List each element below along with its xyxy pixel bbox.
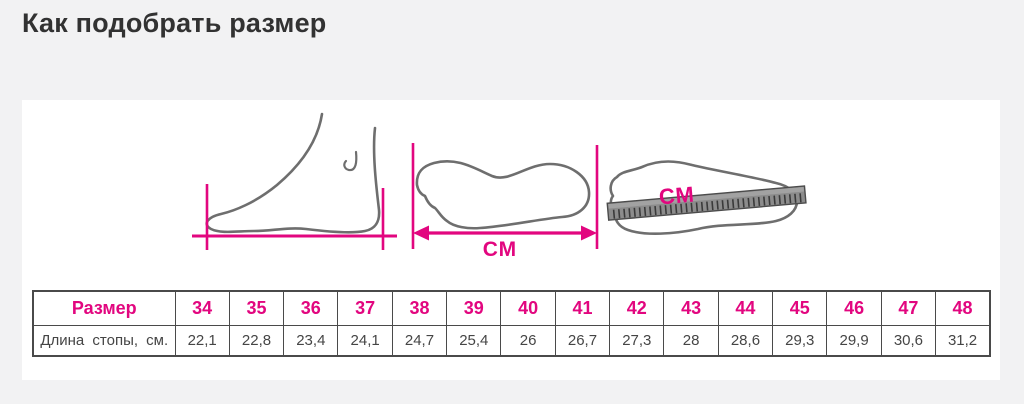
length-cell: 31,2 [935, 324, 991, 357]
length-cell: 22,8 [228, 324, 285, 357]
size-cell: 34 [174, 290, 230, 326]
size-cell: 43 [663, 290, 719, 326]
ankle-bone-mark-icon [343, 150, 358, 172]
length-cell: 23,4 [283, 324, 339, 357]
arrowhead-left-icon [413, 225, 429, 241]
length-cell: 28 [663, 324, 719, 357]
measurement-figures: СМ СМ [192, 112, 807, 261]
size-cell: 38 [391, 290, 448, 326]
size-cell: 44 [717, 290, 774, 326]
size-table: Размер 34 35 36 37 38 39 40 41 42 43 44 45 46 47 48 Дл… [32, 290, 991, 357]
length-cell: 26 [500, 324, 556, 357]
size-guide-card: СМ СМ Размер 34 35 36 37 38 39 40 41 42 43 44 45 46 4… [22, 100, 1000, 380]
size-cell: 39 [446, 290, 502, 326]
length-cell: 25,4 [446, 324, 502, 357]
length-cell: 24,1 [337, 324, 393, 357]
size-cell: 37 [337, 290, 393, 326]
size-row: Размер 34 35 36 37 38 39 40 41 42 43 44 45 46 47 48 [32, 290, 991, 326]
length-cell: 24,7 [391, 324, 448, 357]
size-cell: 45 [772, 290, 828, 326]
ruler-icon [606, 185, 807, 221]
footprint-arrow-figure: СМ [411, 143, 599, 261]
length-cell: 28,6 [717, 324, 774, 357]
size-cell: 48 [935, 290, 991, 326]
length-row: Длина стопы, см. 22,1 22,8 23,4 24,1 24,7 25,… [32, 324, 991, 357]
length-cell: 26,7 [554, 324, 611, 357]
length-row-header: Длина стопы, см. [32, 324, 176, 357]
page-title: Как подобрать размер [22, 8, 327, 38]
arrowhead-right-icon [581, 225, 597, 241]
size-cell: 40 [500, 290, 556, 326]
size-row-header: Размер [32, 290, 176, 326]
footprint-ruler-figure: СМ [606, 160, 807, 235]
foot-side-profile-figure [192, 112, 397, 250]
length-cell: 29,3 [772, 324, 828, 357]
length-cell: 27,3 [609, 324, 665, 357]
foot-side-outline-icon [205, 112, 381, 234]
size-cell: 47 [880, 290, 937, 326]
cm-label-arrow: СМ [483, 238, 517, 261]
length-cell: 29,9 [826, 324, 882, 357]
size-cell: 36 [283, 290, 339, 326]
size-cell: 41 [554, 290, 611, 326]
length-cell: 22,1 [174, 324, 230, 357]
footprint-top-outline-icon [415, 160, 591, 230]
size-cell: 42 [609, 290, 665, 326]
cm-label-ruler: СМ [658, 181, 696, 209]
length-cell: 30,6 [880, 324, 937, 357]
size-cell: 35 [228, 290, 285, 326]
size-cell: 46 [826, 290, 882, 326]
